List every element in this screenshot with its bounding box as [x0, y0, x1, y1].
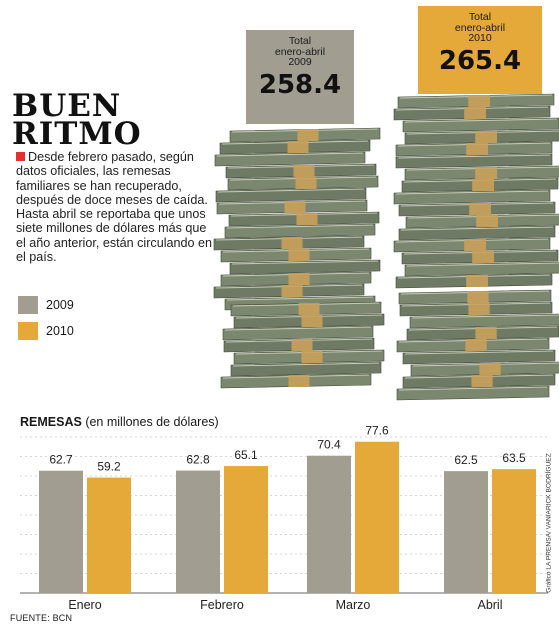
- legend-swatch-2009: [18, 296, 38, 314]
- banknote-bundle: [220, 373, 372, 389]
- chart-title: REMESAS (en millones de dólares): [20, 415, 219, 429]
- banknote-bundle: [395, 273, 553, 289]
- legend-label-2010: 2010: [46, 324, 74, 338]
- legend-label-2009: 2009: [46, 298, 74, 312]
- banknote-bundle: [395, 141, 553, 157]
- graphic-credit: Gráfico LA PRENSA/ VANIARICK BODRÍGUEZ: [545, 453, 553, 593]
- bar-2009-abril: [444, 471, 488, 593]
- banknote-bundle: [404, 261, 559, 277]
- bar-2010-febrero: [224, 466, 268, 593]
- total-2009-label-line1: Total: [288, 35, 312, 47]
- source-note: FUENTE: BCN: [10, 613, 73, 623]
- banknote-bundle: [406, 325, 559, 341]
- bar-2010-enero: [87, 477, 131, 593]
- banknote-bundle: [402, 349, 556, 365]
- page-title: BUEN RITMO: [12, 88, 142, 152]
- value-label-2010-febrero: 65.1: [234, 448, 258, 462]
- category-label-febrero: Febrero: [200, 598, 244, 612]
- intro-paragraph: Desde febrero pasado, según datos oficia…: [16, 150, 216, 264]
- banknote-bundle: [225, 163, 377, 179]
- value-label-2010-marzo: 77.6: [365, 424, 389, 438]
- bar-2009-febrero: [176, 470, 220, 593]
- total-2010-label: Total enero-abril 2010: [418, 12, 542, 44]
- banknote-bundle: [229, 259, 381, 275]
- total-2010-box: Total enero-abril 2010 265.4: [418, 6, 542, 94]
- bar-2009-marzo: [307, 455, 351, 593]
- banknote-bundle: [215, 187, 367, 203]
- banknote-bundle: [393, 237, 551, 253]
- banknote-bundle: [402, 117, 559, 133]
- red-square-bullet-icon: [16, 152, 25, 161]
- value-label-2009-marzo: 70.4: [317, 438, 341, 452]
- banknote-bundle: [404, 129, 559, 145]
- banknote-bundle: [409, 313, 559, 329]
- banknote-bundle: [401, 249, 559, 265]
- legend-item-2009: 2009: [18, 296, 74, 314]
- value-label-2010-enero: 59.2: [97, 460, 121, 474]
- value-label-2009-febrero: 62.8: [186, 453, 210, 467]
- category-label-enero: Enero: [68, 598, 101, 612]
- total-2010-year: 2010: [468, 32, 492, 44]
- banknote-bundle: [233, 349, 385, 365]
- total-2010-value: 265.4: [438, 45, 522, 76]
- category-label-abril: Abril: [477, 598, 502, 612]
- banknote-bundle: [402, 373, 556, 389]
- chart-title-bold: REMESAS: [20, 415, 82, 429]
- banknote-bundle: [398, 225, 556, 241]
- category-label-marzo: Marzo: [336, 598, 371, 612]
- banknote-bundle: [222, 325, 374, 341]
- legend-swatch-2010: [18, 322, 38, 340]
- banknote-bundle: [224, 223, 376, 239]
- banknote-bundle: [410, 361, 559, 377]
- banknote-bundle: [396, 385, 550, 401]
- legend-item-2010: 2010: [18, 322, 74, 340]
- total-2009-year: 2009: [288, 56, 312, 68]
- banknote-bundle: [230, 361, 382, 377]
- value-label-2009-enero: 62.7: [49, 453, 73, 467]
- bar-2009-enero: [39, 470, 83, 593]
- banknote-bundle: [393, 189, 551, 205]
- banknote-bundle: [393, 105, 551, 121]
- value-label-2009-abril: 62.5: [454, 453, 478, 467]
- banknote-bundle: [227, 175, 379, 191]
- banknote-bundle: [228, 211, 380, 227]
- banknote-bundle: [213, 283, 365, 299]
- banknote-bundle: [220, 247, 372, 263]
- banknote-bundle: [401, 177, 559, 193]
- total-2010-label-line2: enero-abril: [454, 21, 506, 34]
- intro-text: Desde febrero pasado, según datos oficia…: [16, 150, 213, 265]
- banknote-bundle: [223, 337, 375, 353]
- bar-2010-marzo: [355, 441, 399, 593]
- banknote-bundle: [230, 301, 382, 317]
- banknote-bundle: [399, 301, 553, 317]
- chart-title-rest: (en millones de dólares): [85, 415, 219, 429]
- title-line-2: RITMO: [12, 116, 142, 152]
- total-2009-box: Total enero-abril 2009 258.4: [246, 30, 354, 124]
- banknote-bundle: [214, 151, 366, 167]
- total-2009-label: Total enero-abril 2009: [246, 36, 354, 68]
- banknote-bundle: [404, 165, 559, 181]
- title-line-1: BUEN: [12, 88, 122, 124]
- banknote-bundle: [398, 201, 556, 217]
- value-label-2010-abril: 63.5: [502, 451, 526, 465]
- banknote-bundle: [213, 235, 365, 251]
- banknote-bundle: [396, 337, 550, 353]
- banknote-bundle: [220, 271, 372, 287]
- banknote-bundle: [219, 139, 371, 155]
- bar-2010-abril: [492, 469, 536, 593]
- banknote-bundle: [395, 153, 553, 169]
- total-2010-label-line1: Total: [468, 11, 492, 23]
- banknote-bundle: [216, 199, 368, 215]
- total-2009-label-line2: enero-abril: [274, 45, 326, 58]
- banknote-bundle: [397, 93, 555, 109]
- banknote-bundle: [405, 213, 559, 229]
- banknote-bundle: [233, 313, 385, 329]
- total-2009-value: 258.4: [258, 69, 342, 100]
- banknote-bundle: [229, 127, 381, 143]
- banknote-bundle: [398, 289, 552, 305]
